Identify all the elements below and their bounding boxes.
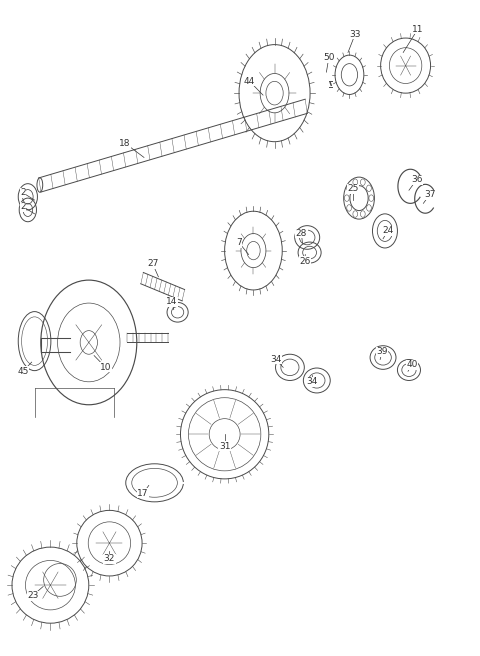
- Text: 34: 34: [270, 355, 281, 364]
- Text: 31: 31: [219, 441, 230, 451]
- Text: 11: 11: [412, 25, 423, 34]
- Text: 7: 7: [236, 238, 242, 247]
- Text: 37: 37: [424, 190, 435, 199]
- Text: 18: 18: [119, 138, 131, 148]
- Text: 25: 25: [347, 184, 359, 194]
- Text: 32: 32: [104, 554, 115, 564]
- Text: 33: 33: [349, 30, 361, 39]
- Text: 39: 39: [376, 347, 388, 356]
- Text: 2: 2: [20, 202, 26, 211]
- Text: 44: 44: [244, 77, 255, 86]
- Text: 34: 34: [306, 377, 318, 386]
- Text: 23: 23: [27, 591, 38, 600]
- Text: 17: 17: [137, 489, 149, 498]
- Text: 50: 50: [323, 53, 335, 62]
- Text: 24: 24: [382, 226, 394, 236]
- Text: 2: 2: [20, 188, 26, 197]
- Text: 27: 27: [147, 259, 158, 268]
- Text: 28: 28: [296, 229, 307, 238]
- Text: 36: 36: [411, 175, 422, 184]
- Text: 14: 14: [166, 297, 178, 306]
- Text: 45: 45: [17, 367, 29, 376]
- Text: 26: 26: [299, 256, 311, 266]
- Text: 10: 10: [100, 363, 111, 372]
- Text: 40: 40: [406, 360, 418, 369]
